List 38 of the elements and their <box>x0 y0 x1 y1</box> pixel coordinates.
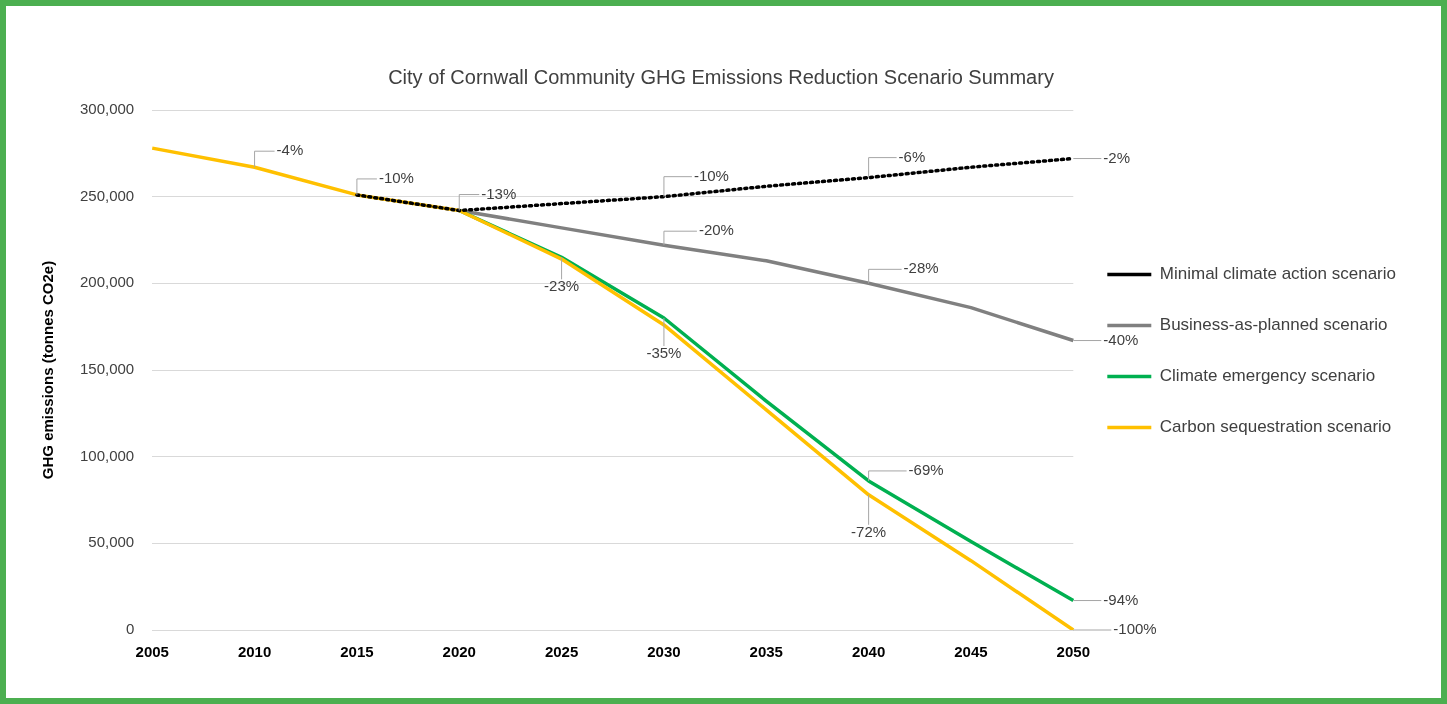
x-tick-label: 2040 <box>851 643 886 661</box>
legend-label: Minimal climate action scenario <box>1159 264 1396 284</box>
x-tick-label: 2010 <box>237 643 272 661</box>
x-tick-label: 2030 <box>647 643 681 661</box>
x-tick-label: 2020 <box>442 643 476 661</box>
annotation: -20% <box>698 221 734 239</box>
x-tick-label: 2035 <box>749 643 783 661</box>
annotation: -35% <box>646 344 682 362</box>
x-tick-label: 2015 <box>340 643 374 661</box>
y-axis-title: GHG emissions (tonnes CO2e) <box>39 260 57 480</box>
annotation: -10% <box>378 169 414 187</box>
annotation: -94% <box>1103 590 1139 608</box>
x-tick-label: 2045 <box>954 643 988 661</box>
x-tick-label: 2005 <box>135 643 169 661</box>
annotation: -40% <box>1103 330 1139 348</box>
annotation: -13% <box>481 184 517 202</box>
annotation: -6% <box>898 147 926 165</box>
y-tick-label: 200,000 <box>79 273 135 291</box>
y-tick-label: 50,000 <box>88 533 135 551</box>
annotation: -69% <box>908 461 944 479</box>
annotation: -10% <box>693 166 729 184</box>
annotation: -28% <box>903 259 939 277</box>
y-tick-label: 100,000 <box>79 446 135 464</box>
y-tick-label: 150,000 <box>79 360 135 378</box>
x-tick-label: 2050 <box>1056 643 1090 661</box>
x-tick-label: 2025 <box>544 643 579 661</box>
annotation: -23% <box>544 277 580 295</box>
legend-label: Climate emergency scenario <box>1159 366 1376 386</box>
annotation: -100% <box>1113 620 1157 638</box>
annotation: -72% <box>851 522 887 540</box>
y-tick-label: 300,000 <box>79 100 135 118</box>
y-tick-label: 250,000 <box>79 186 135 204</box>
annotation: -4% <box>276 141 304 159</box>
chart-title: City of Cornwall Community GHG Emissions Reduction Scenario Summary <box>388 65 1054 88</box>
annotation: -2% <box>1103 148 1130 166</box>
legend-label: Carbon sequestration scenario <box>1159 417 1392 437</box>
legend-label: Business-as-planned scenario <box>1159 315 1388 335</box>
y-tick-label: 0 <box>125 620 135 638</box>
